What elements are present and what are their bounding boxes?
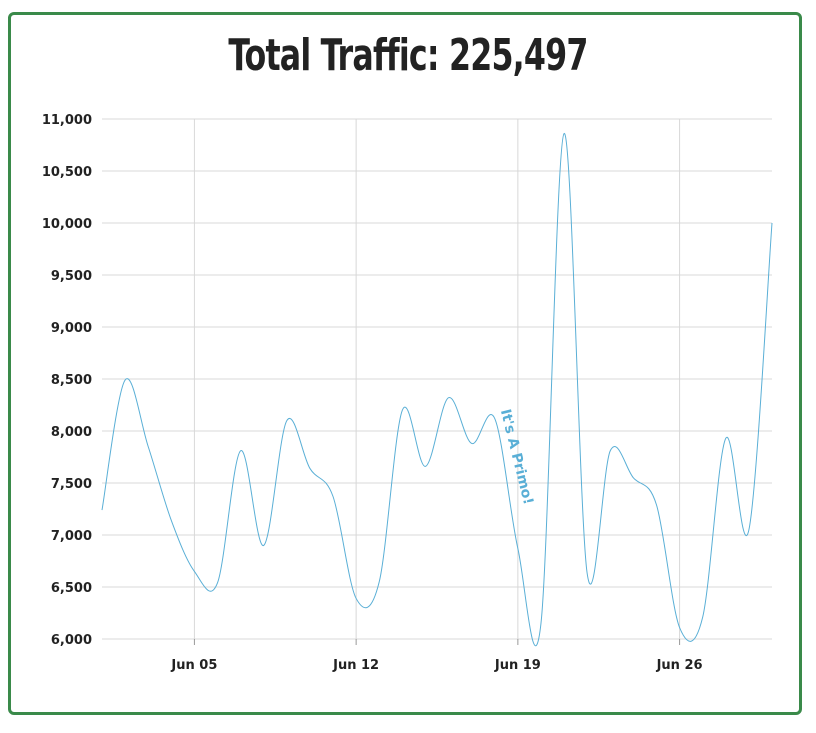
chart-frame [8, 12, 802, 715]
y-tick-label: 8,500 [51, 373, 92, 388]
y-tick-label: 10,000 [42, 217, 92, 232]
x-tick-label: Jun 19 [494, 658, 541, 673]
y-tick-label: 6,000 [51, 633, 92, 648]
y-tick-label: 6,500 [51, 581, 92, 596]
x-tick-label: Jun 26 [656, 658, 703, 673]
x-tick-label: Jun 12 [332, 658, 379, 673]
y-tick-label: 9,000 [51, 321, 92, 336]
y-tick-label: 7,000 [51, 529, 92, 544]
y-tick-label: 9,500 [51, 269, 92, 284]
y-tick-label: 11,000 [42, 113, 92, 128]
x-tick-label: Jun 05 [170, 658, 217, 673]
traffic-series-line [101, 133, 773, 646]
y-tick-label: 10,500 [42, 165, 92, 180]
y-tick-label: 7,500 [51, 477, 92, 492]
chart-title: Total Traffic: 225,497 [228, 30, 588, 81]
y-tick-label: 8,000 [51, 425, 92, 440]
